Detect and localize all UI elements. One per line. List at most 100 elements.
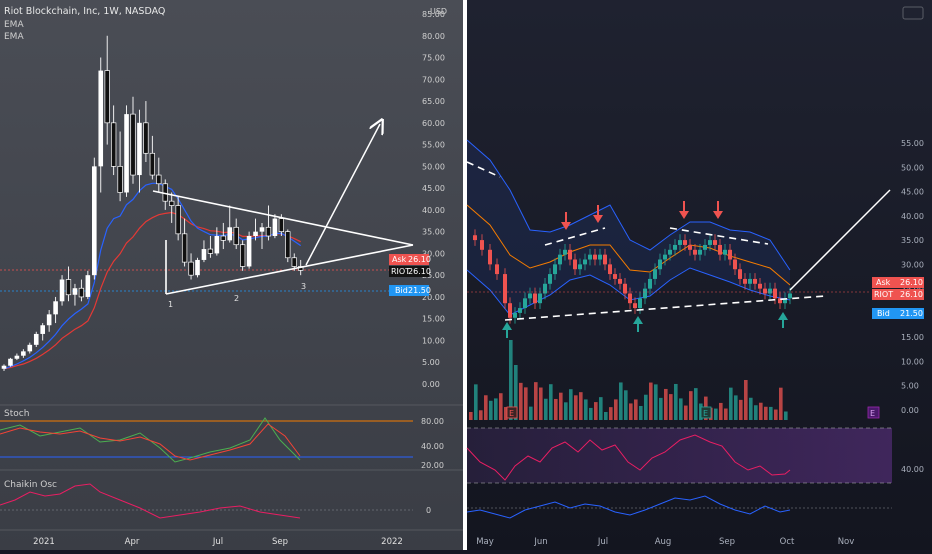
candle — [78, 279, 85, 302]
price-tick-label: 50.00 — [901, 163, 924, 172]
earnings-badge: E — [700, 406, 712, 419]
svg-text:21.50: 21.50 — [900, 309, 923, 318]
candle — [728, 243, 732, 266]
time-axis: 2021 Apr Jul Sep 2022 — [33, 537, 403, 547]
volume-bar — [559, 392, 563, 420]
volume-bar — [494, 398, 498, 420]
chaikin-line — [0, 483, 301, 519]
chart-title: Riot Blockchain, Inc, 1W, NASDAQ — [4, 6, 165, 17]
price-tick-label: 80.00 — [422, 32, 445, 41]
candle — [14, 353, 20, 361]
candle — [53, 296, 58, 324]
candle — [573, 253, 577, 276]
candle — [188, 253, 194, 280]
volume-bar — [629, 403, 633, 420]
stoch-d-line — [0, 423, 301, 461]
downtrend-line — [466, 161, 501, 178]
volume-bar — [484, 395, 488, 420]
resistance-line — [544, 227, 606, 246]
candle — [65, 266, 72, 302]
volume-bar — [499, 393, 503, 420]
stoch-tick: 20.00 — [421, 461, 444, 470]
candle — [72, 283, 78, 306]
volume-bar — [749, 397, 753, 420]
price-tick-label: 85.00 — [422, 10, 445, 19]
candle — [227, 205, 233, 243]
candle — [738, 263, 742, 285]
candle — [124, 105, 129, 197]
candle — [233, 218, 239, 250]
volume-bar — [669, 394, 673, 420]
svg-text:Ask: Ask — [876, 278, 891, 287]
volume-bar — [524, 387, 528, 420]
volume-bar — [549, 384, 553, 420]
stoch-label: Stoch — [4, 409, 29, 419]
symbol-price-tag: RIOT 26.10 — [872, 289, 924, 300]
volume-bar — [694, 388, 698, 420]
candle — [110, 105, 117, 176]
candle — [175, 196, 181, 241]
wave-label: 3 — [301, 282, 306, 291]
down-arrow-icon — [561, 212, 571, 230]
candle — [753, 273, 757, 290]
candle — [633, 297, 637, 314]
volume-bar — [724, 408, 728, 420]
up-arrow-icon — [633, 316, 643, 332]
candle — [513, 307, 517, 324]
time-label: May — [476, 537, 494, 547]
volume-bar — [589, 407, 593, 420]
volume-bar — [474, 384, 478, 420]
volume-bar — [554, 398, 558, 420]
volume-bar — [744, 380, 748, 420]
candle — [195, 257, 200, 278]
candle — [207, 236, 214, 258]
candle — [518, 302, 522, 319]
volume-bar — [599, 397, 603, 420]
candle — [603, 248, 607, 271]
candle — [643, 282, 647, 305]
candle — [21, 349, 26, 358]
price-tick-label: 35.00 — [901, 236, 924, 245]
candle — [40, 323, 45, 341]
volume-bar — [594, 402, 598, 420]
candle — [663, 248, 667, 266]
volume-bar — [479, 410, 483, 420]
price-tick-label: 40.00 — [901, 212, 924, 221]
time-label: Jul — [597, 537, 608, 547]
candle — [240, 240, 246, 271]
rsi-background — [467, 428, 892, 483]
volume-bar — [769, 406, 773, 420]
volume-bar — [729, 387, 733, 420]
volume-bar — [539, 387, 543, 420]
candle — [778, 292, 782, 310]
price-tick-label: 45.00 — [901, 188, 924, 197]
chaikin-tick: 0 — [426, 506, 431, 515]
candle — [623, 277, 627, 300]
volume-bar — [574, 395, 578, 420]
volume-bar — [739, 399, 743, 420]
price-tick-label: 50.00 — [422, 162, 445, 171]
candle — [688, 239, 692, 256]
volume-bar — [529, 406, 533, 420]
volume-bar — [604, 411, 608, 420]
fullscreen-icon[interactable] — [902, 6, 924, 20]
candle — [713, 234, 717, 251]
volume-bar — [784, 411, 788, 420]
volume-bar — [774, 409, 778, 420]
svg-text:E: E — [509, 409, 514, 418]
candle — [98, 57, 104, 193]
price-tick-label: 5.00 — [901, 382, 919, 391]
svg-text:26.10: 26.10 — [408, 267, 431, 276]
bollinger-upper — [466, 139, 791, 271]
volume-bar — [489, 400, 493, 420]
candle — [548, 268, 552, 290]
price-tick-label: 30.00 — [901, 260, 924, 269]
candle — [628, 287, 632, 310]
up-arrow-icon — [502, 322, 512, 338]
candle — [220, 222, 226, 250]
currency-label: USD — [430, 7, 447, 16]
svg-text:Ask: Ask — [392, 255, 407, 264]
candle — [495, 258, 499, 280]
left-chart-panel: Riot Blockchain, Inc, 1W, NASDAQ EMA EMA… — [0, 0, 463, 550]
